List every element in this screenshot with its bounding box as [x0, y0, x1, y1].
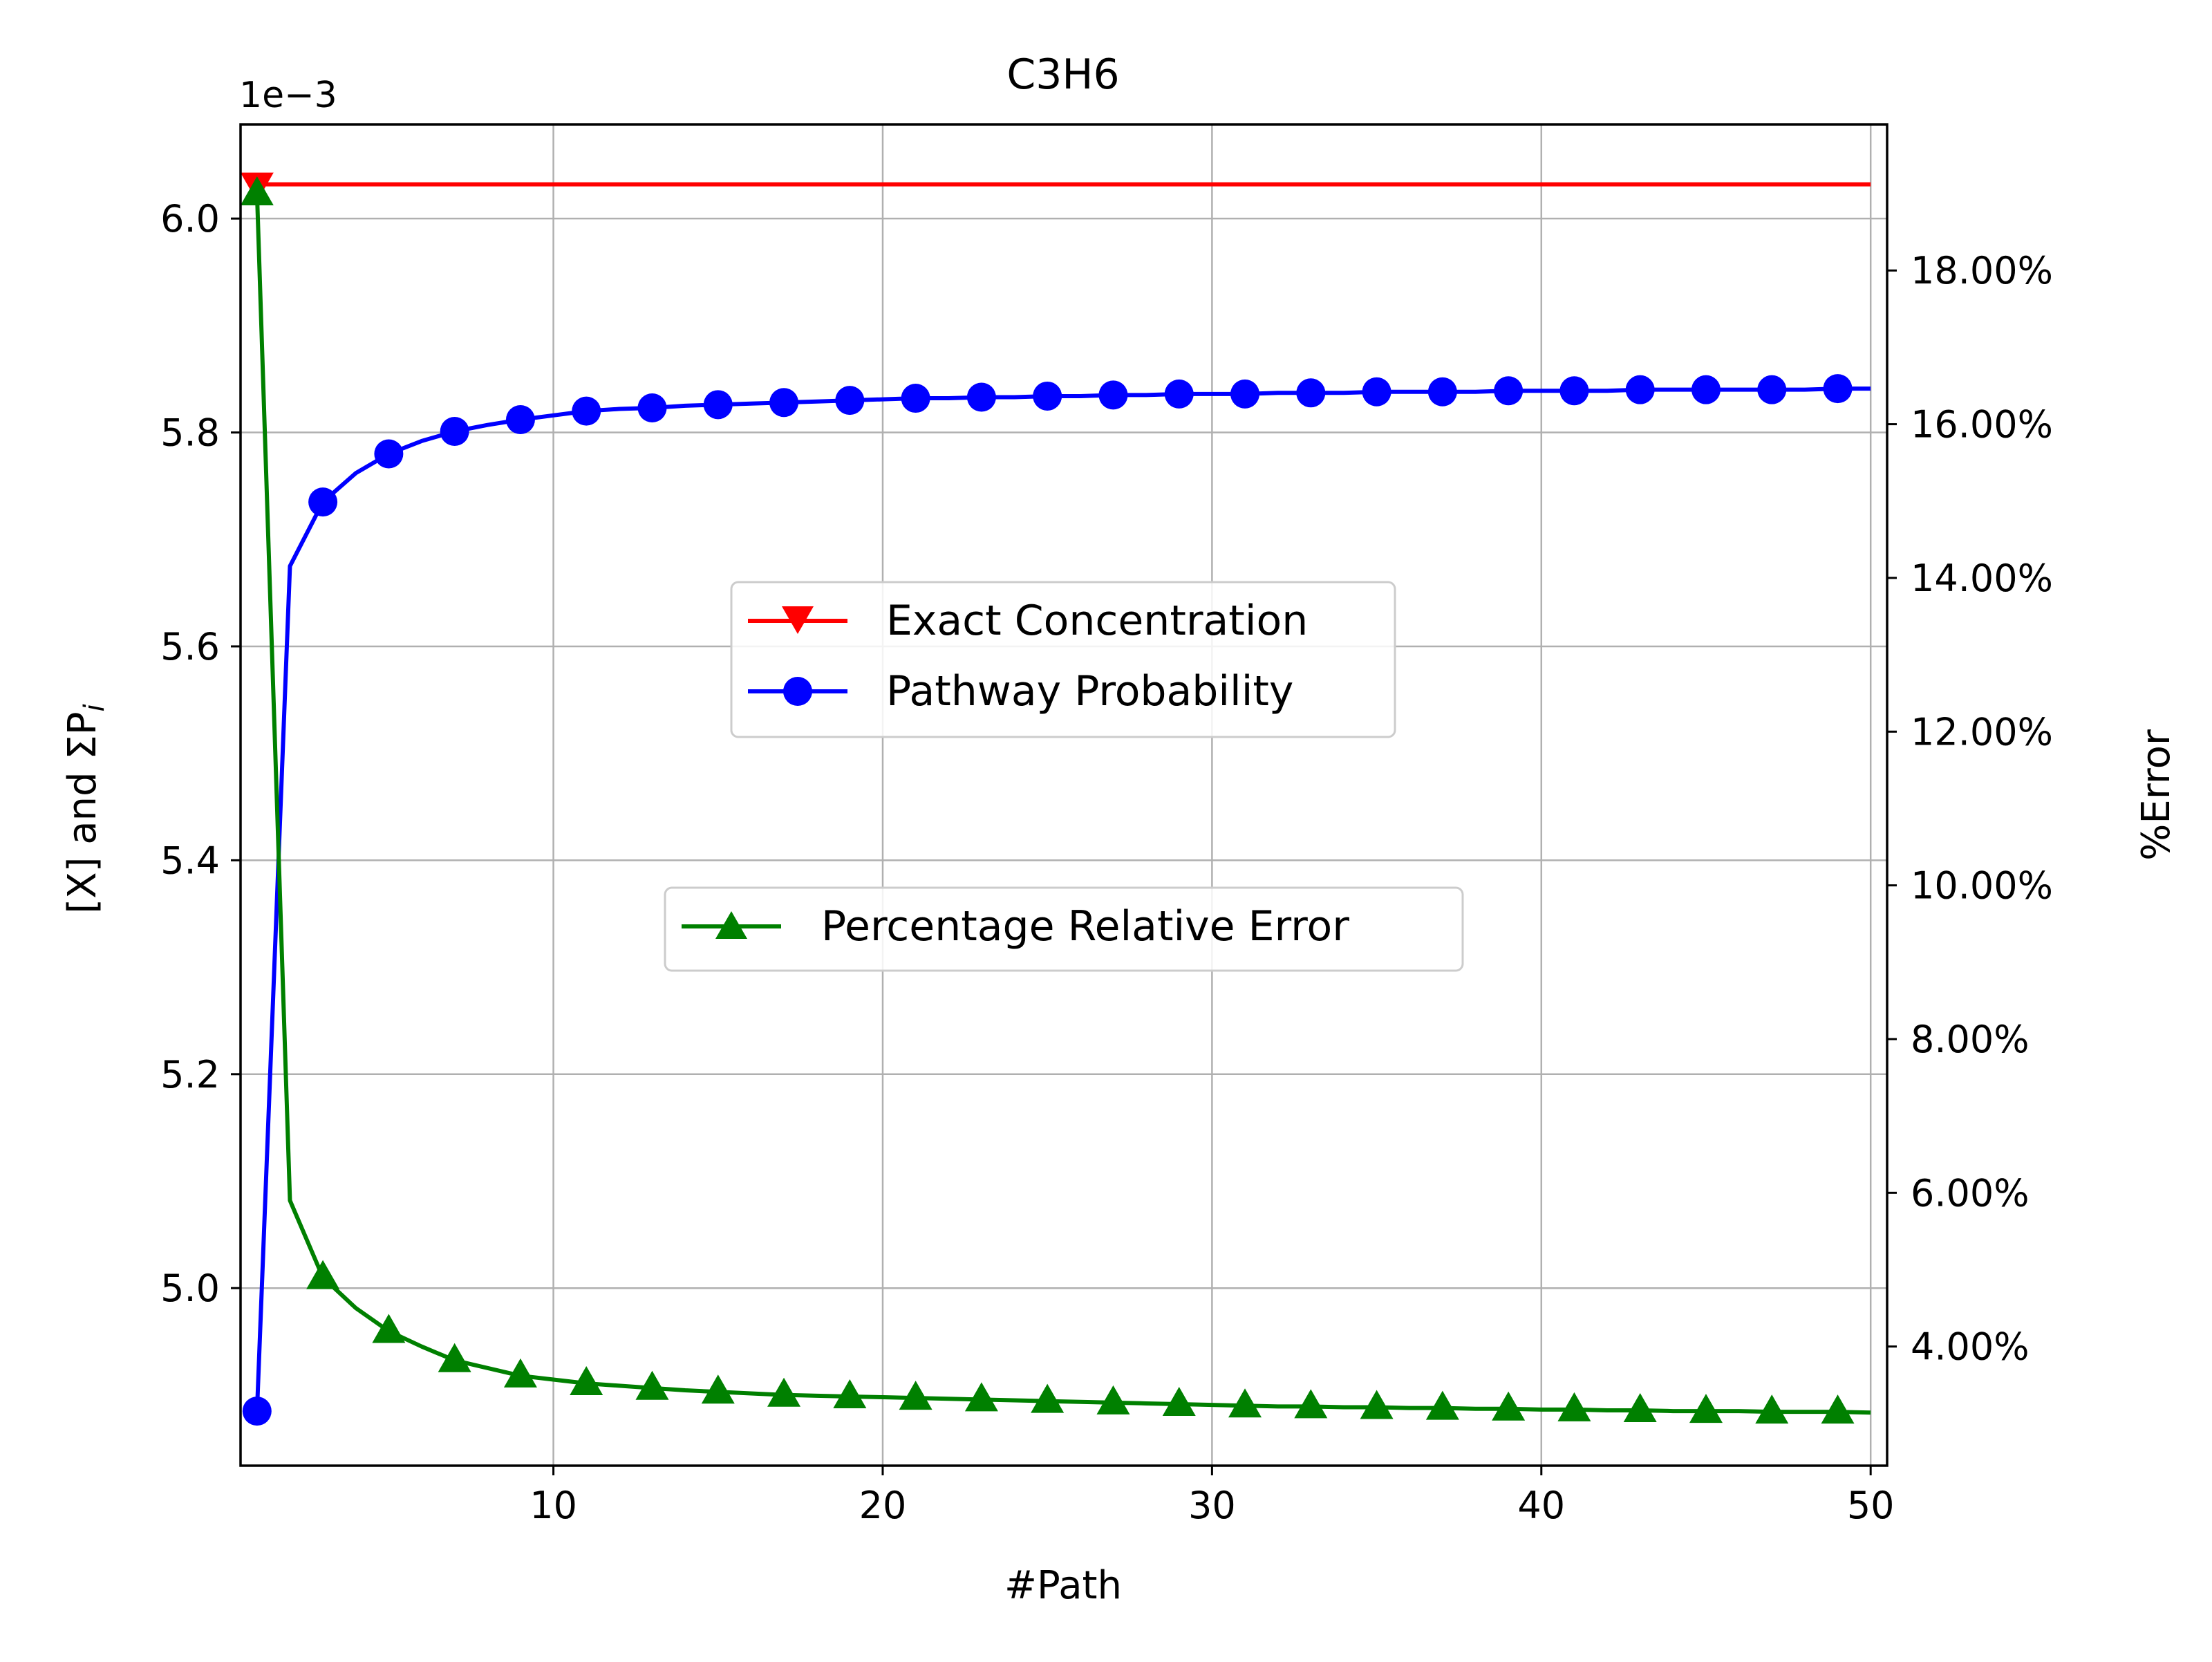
data-point-percentage-relative-error — [306, 1260, 340, 1289]
y-tick-label: 6.0 — [160, 197, 220, 241]
data-point-pathway-probability — [1559, 376, 1589, 406]
y2-tick-label: 18.00% — [1911, 249, 2053, 292]
data-point-percentage-relative-error — [570, 1366, 603, 1396]
data-point-pathway-probability — [440, 417, 469, 447]
y2-tick-label: 16.00% — [1911, 403, 2053, 447]
data-point-percentage-relative-error — [1755, 1394, 1789, 1424]
y2-tick-label: 6.00% — [1911, 1171, 2030, 1215]
data-point-percentage-relative-error — [1096, 1385, 1130, 1414]
legend-marker-triangle-up — [715, 911, 747, 939]
data-point-percentage-relative-error — [1228, 1388, 1262, 1418]
data-point-pathway-probability — [572, 396, 601, 426]
data-point-percentage-relative-error — [1031, 1383, 1065, 1413]
data-point-percentage-relative-error — [964, 1382, 998, 1412]
data-point-pathway-probability — [1427, 377, 1457, 407]
data-point-pathway-probability — [1362, 377, 1391, 407]
y-tick-label: 5.6 — [160, 625, 220, 669]
left-axis-offset-text: 1e−3 — [239, 75, 337, 116]
data-point-pathway-probability — [1625, 375, 1655, 404]
data-point-pathway-probability — [1296, 378, 1326, 408]
data-point-percentage-relative-error — [438, 1343, 471, 1372]
series-layer — [240, 172, 1871, 1426]
y-tick-label: 5.2 — [160, 1053, 220, 1096]
data-point-pathway-probability — [1691, 375, 1721, 404]
data-point-pathway-probability — [1098, 380, 1128, 410]
data-point-pathway-probability — [1033, 381, 1062, 411]
y2-tick-label: 12.00% — [1911, 710, 2053, 754]
data-point-percentage-relative-error — [1689, 1394, 1723, 1423]
data-point-percentage-relative-error — [1821, 1394, 1855, 1424]
y-axis-label-main: [X] and ΣP — [60, 711, 105, 913]
data-point-pathway-probability — [703, 390, 733, 420]
data-point-pathway-probability — [1230, 379, 1260, 409]
x-tick-label: 40 — [1517, 1484, 1565, 1527]
data-point-pathway-probability — [1823, 374, 1853, 404]
data-point-pathway-probability — [637, 393, 667, 422]
series-pathway-probability — [242, 374, 1871, 1426]
data-point-percentage-relative-error — [1360, 1390, 1394, 1419]
data-point-percentage-relative-error — [1623, 1392, 1657, 1422]
y-tick-label: 5.4 — [160, 839, 220, 882]
data-point-pathway-probability — [966, 382, 996, 412]
data-point-pathway-probability — [901, 384, 930, 413]
legend-label-pathway-probability: Pathway Probability — [886, 667, 1293, 716]
plot-frame — [239, 123, 1888, 1467]
data-point-percentage-relative-error — [899, 1381, 932, 1410]
legend-box — [664, 886, 1464, 972]
data-point-percentage-relative-error — [701, 1374, 735, 1404]
legend-box — [730, 581, 1396, 738]
y-axis-label-subscript: i — [79, 704, 111, 711]
data-point-pathway-probability — [1494, 376, 1524, 406]
data-point-pathway-probability — [505, 404, 535, 434]
y-tick-label: 5.0 — [160, 1267, 220, 1310]
legend-concentration: Exact Concentration Pathway Probability — [730, 581, 1396, 738]
data-point-percentage-relative-error — [635, 1370, 669, 1400]
data-point-pathway-probability — [1757, 375, 1787, 404]
data-point-pathway-probability — [835, 386, 865, 416]
data-point-percentage-relative-error — [1425, 1390, 1459, 1420]
grid-layer — [241, 124, 1887, 1466]
legend-label-exact-concentration: Exact Concentration — [886, 597, 1308, 645]
data-point-percentage-relative-error — [372, 1314, 406, 1343]
data-point-pathway-probability — [308, 487, 338, 517]
axes-layer: 10 20 30 40 50 5.0 5.2 5.4 5.6 5.8 6.0 4.00% 6.00% 8.… — [160, 197, 2053, 1527]
legend-error: Percentage Relative Error — [664, 886, 1464, 972]
data-point-percentage-relative-error — [1162, 1387, 1196, 1417]
series-percentage-relative-error — [240, 176, 1871, 1424]
data-point-percentage-relative-error — [1492, 1391, 1526, 1421]
y2-tick-label: 14.00% — [1911, 557, 2053, 600]
x-axis-label: #Path — [1004, 1563, 1122, 1608]
y2-tick-label: 4.00% — [1911, 1325, 2030, 1369]
y2-axis-label: %Error — [2134, 729, 2179, 861]
data-point-percentage-relative-error — [833, 1379, 867, 1408]
x-tick-label: 20 — [859, 1484, 907, 1527]
chart-title: C3H6 — [1006, 50, 1119, 99]
data-point-percentage-relative-error — [240, 176, 274, 206]
x-tick-label: 30 — [1188, 1484, 1236, 1527]
legend-label-percentage-relative-error: Percentage Relative Error — [821, 902, 1349, 951]
data-point-percentage-relative-error — [1557, 1392, 1591, 1421]
data-point-percentage-relative-error — [767, 1377, 801, 1407]
y-tick-label: 5.8 — [160, 411, 220, 455]
data-point-pathway-probability — [769, 388, 799, 418]
legend-marker-circle — [783, 677, 812, 706]
x-tick-label: 50 — [1847, 1484, 1895, 1527]
y2-tick-label: 10.00% — [1911, 864, 2053, 908]
x-tick-label: 10 — [529, 1484, 577, 1527]
data-point-pathway-probability — [374, 439, 404, 469]
legend-marker-triangle-down — [782, 606, 814, 634]
y-axis-label: [X] and ΣPi — [60, 704, 111, 913]
data-point-percentage-relative-error — [1294, 1389, 1328, 1419]
data-point-pathway-probability — [242, 1397, 272, 1426]
data-point-percentage-relative-error — [503, 1358, 537, 1388]
data-point-pathway-probability — [1164, 379, 1194, 409]
y2-tick-label: 8.00% — [1911, 1018, 2030, 1061]
